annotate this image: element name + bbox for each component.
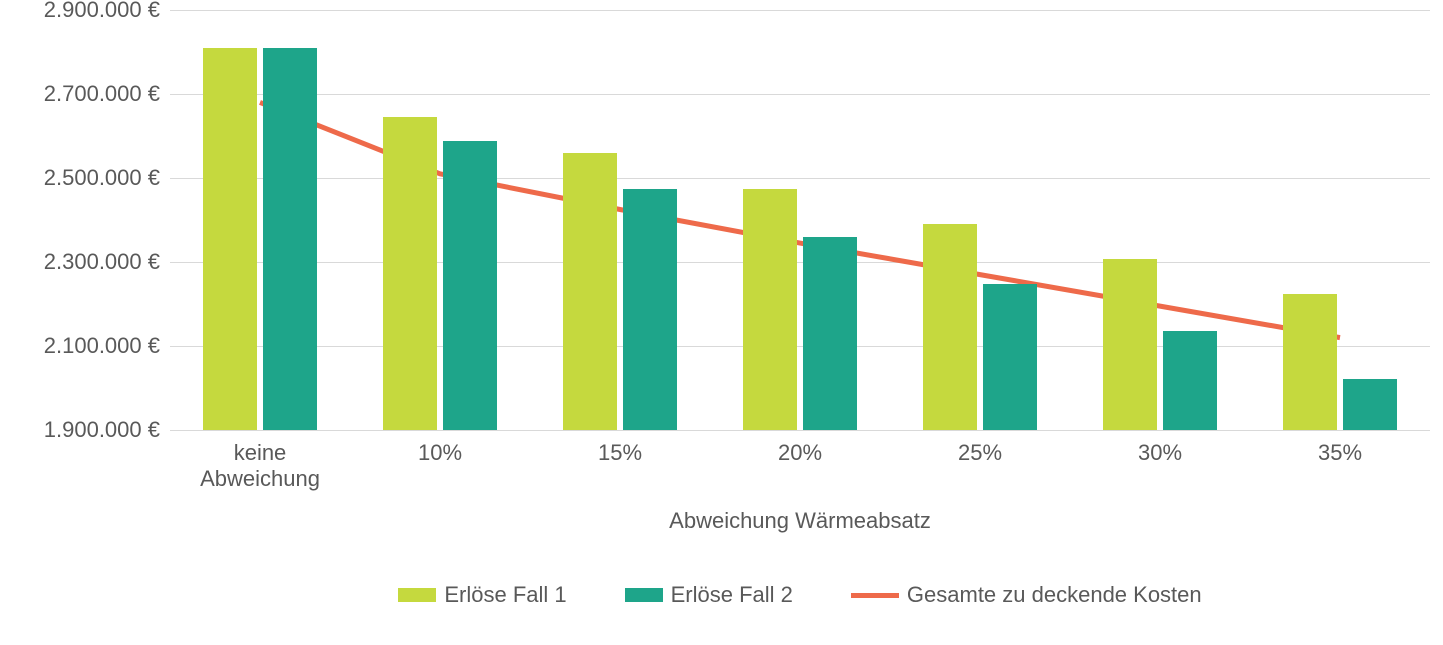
legend-item-erloese-fall-1: Erlöse Fall 1 (398, 582, 566, 608)
bar-erloese_fall_1 (923, 224, 977, 430)
legend-label: Erlöse Fall 2 (671, 582, 793, 608)
y-tick-label: 2.500.000 € (0, 165, 160, 191)
x-category-label: 15% (530, 440, 710, 466)
bar-erloese_fall_1 (203, 48, 257, 430)
y-tick-label: 2.100.000 € (0, 333, 160, 359)
y-tick-label: 2.700.000 € (0, 81, 160, 107)
legend-swatch-erloese-fall-1 (398, 588, 436, 602)
bar-erloese_fall_1 (743, 189, 797, 431)
legend-item-gesamte-kosten: Gesamte zu deckende Kosten (851, 582, 1202, 608)
bar-erloese_fall_2 (1343, 379, 1397, 430)
bar-erloese_fall_2 (443, 141, 497, 430)
bar-erloese_fall_2 (263, 48, 317, 430)
legend-label: Erlöse Fall 1 (444, 582, 566, 608)
bar-erloese_fall_1 (383, 117, 437, 430)
legend-item-erloese-fall-2: Erlöse Fall 2 (625, 582, 793, 608)
line-series-layer (170, 10, 1430, 430)
bar-erloese_fall_1 (1103, 259, 1157, 430)
x-category-label: 35% (1250, 440, 1430, 466)
bar-erloese_fall_2 (1163, 331, 1217, 430)
chart-container: 1.900.000 € 2.100.000 € 2.300.000 € 2.500.0… (0, 0, 1443, 645)
x-category-label: 10% (350, 440, 530, 466)
bar-erloese_fall_1 (1283, 294, 1337, 430)
x-category-label: 20% (710, 440, 890, 466)
bar-erloese_fall_2 (803, 237, 857, 430)
y-tick-label: 2.300.000 € (0, 249, 160, 275)
gridline (170, 430, 1430, 431)
bar-erloese_fall_2 (983, 284, 1037, 430)
legend-swatch-erloese-fall-2 (625, 588, 663, 602)
y-tick-label: 1.900.000 € (0, 417, 160, 443)
x-category-label: keineAbweichung (170, 440, 350, 492)
plot-area (170, 10, 1430, 430)
legend: Erlöse Fall 1 Erlöse Fall 2 Gesamte zu d… (170, 582, 1430, 608)
bar-erloese_fall_1 (563, 153, 617, 430)
x-category-label: 30% (1070, 440, 1250, 466)
x-category-label: 25% (890, 440, 1070, 466)
legend-label: Gesamte zu deckende Kosten (907, 582, 1202, 608)
legend-swatch-gesamte-kosten (851, 593, 899, 598)
bar-erloese_fall_2 (623, 189, 677, 431)
y-tick-label: 2.900.000 € (0, 0, 160, 23)
x-axis-title: Abweichung Wärmeabsatz (170, 508, 1430, 534)
